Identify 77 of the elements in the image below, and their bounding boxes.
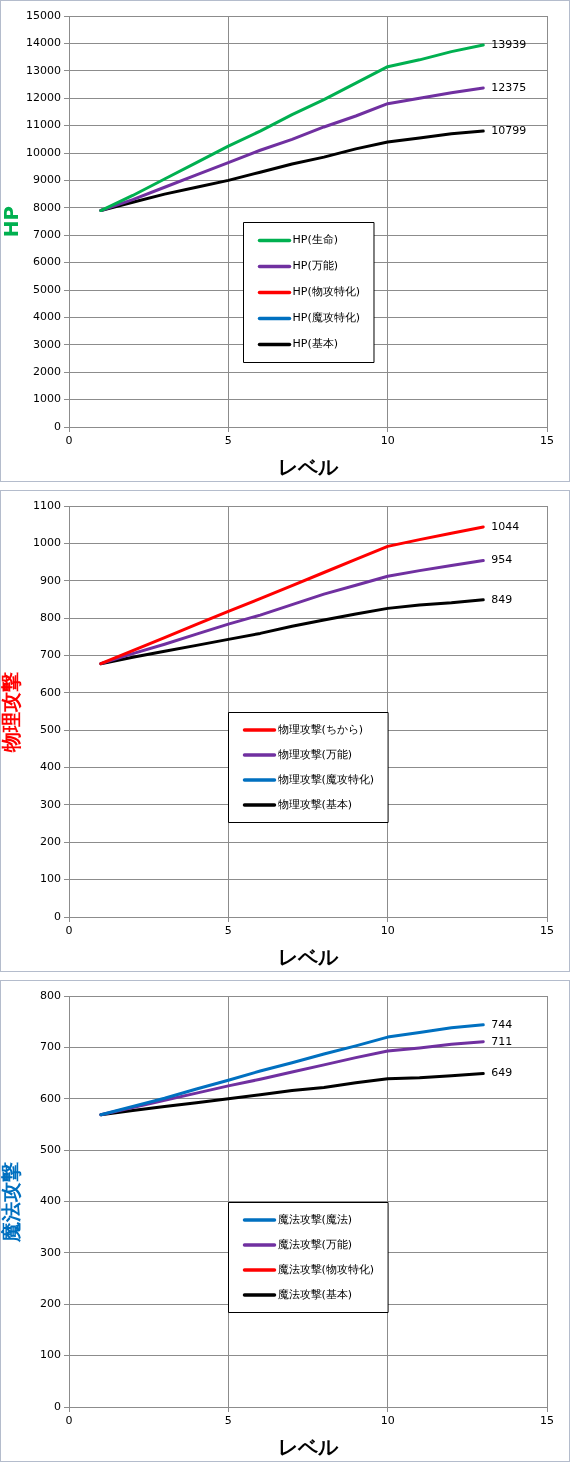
x-tick-label: 10 bbox=[380, 924, 395, 938]
data-label: 12375 bbox=[491, 80, 527, 94]
y-tick-label: 700 bbox=[40, 648, 61, 662]
y-tick-label: 2000 bbox=[33, 365, 61, 379]
y-tick-label: 0 bbox=[54, 419, 61, 433]
x-tick-label: 15 bbox=[540, 434, 554, 448]
y-tick-label: 100 bbox=[40, 1348, 61, 1362]
x-tick-label: 5 bbox=[224, 1414, 232, 1428]
data-label: 1044 bbox=[491, 519, 520, 533]
y-axis-title: HP bbox=[0, 205, 24, 238]
y-tick-label: 600 bbox=[40, 685, 61, 699]
data-label: 849 bbox=[491, 592, 513, 606]
y-tick-label: 5000 bbox=[33, 282, 61, 296]
data-label: 744 bbox=[491, 1017, 513, 1031]
y-tick-label: 1000 bbox=[33, 392, 61, 406]
y-tick-label: 12000 bbox=[26, 91, 61, 105]
y-tick-label: 400 bbox=[40, 1194, 61, 1208]
y-tick-label: 500 bbox=[40, 1142, 61, 1156]
y-tick-label: 6000 bbox=[33, 255, 61, 269]
legend-label: 魔法攻撃(万能) bbox=[277, 1237, 353, 1251]
data-label: 649 bbox=[491, 1066, 513, 1080]
x-tick-label: 5 bbox=[224, 924, 232, 938]
legend-label: HP(物攻特化) bbox=[292, 285, 360, 299]
y-tick-label: 4000 bbox=[33, 310, 61, 324]
y-tick-label: 300 bbox=[40, 797, 61, 811]
x-tick-label: 15 bbox=[540, 924, 554, 938]
y-tick-label: 3000 bbox=[33, 337, 61, 351]
legend-label: 物理攻撃(万能) bbox=[277, 747, 353, 761]
x-tick-label: 10 bbox=[380, 1414, 395, 1428]
y-tick-label: 9000 bbox=[33, 173, 61, 187]
legend-label: 魔法攻撃(基本) bbox=[277, 1287, 353, 1301]
y-tick-label: 800 bbox=[40, 988, 61, 1002]
y-tick-label: 200 bbox=[40, 1297, 61, 1311]
y-tick-label: 0 bbox=[54, 1399, 61, 1413]
y-tick-label: 1000 bbox=[33, 536, 61, 550]
x-tick-label: 10 bbox=[380, 434, 395, 448]
x-tick-label: 15 bbox=[540, 1414, 554, 1428]
y-tick-label: 200 bbox=[40, 835, 61, 849]
y-axis-title: 物理攻撃 bbox=[0, 671, 24, 753]
y-tick-label: 13000 bbox=[26, 63, 61, 77]
legend-label: 物理攻撃(基本) bbox=[277, 797, 353, 811]
legend-label: HP(生命) bbox=[292, 233, 338, 247]
legend-label: HP(基本) bbox=[292, 337, 338, 351]
y-tick-label: 1100 bbox=[33, 498, 61, 512]
y-tick-label: 11000 bbox=[26, 118, 61, 132]
x-tick-label: 0 bbox=[65, 434, 73, 448]
x-tick-label: 0 bbox=[65, 924, 73, 938]
data-label: 954 bbox=[491, 553, 513, 567]
data-label: 10799 bbox=[491, 123, 527, 137]
y-tick-label: 900 bbox=[40, 573, 61, 587]
legend-label: 物理攻撃(ちから) bbox=[277, 722, 364, 736]
legend-label: 魔法攻撃(魔法) bbox=[277, 1212, 353, 1226]
y-tick-label: 7000 bbox=[33, 228, 61, 242]
y-tick-label: 10000 bbox=[26, 145, 61, 159]
data-label: 13939 bbox=[491, 37, 527, 51]
x-axis-title: レベル bbox=[278, 455, 339, 480]
legend-label: 物理攻撃(魔攻特化) bbox=[277, 772, 375, 786]
x-tick-label: 5 bbox=[224, 434, 232, 448]
y-tick-label: 800 bbox=[40, 610, 61, 624]
y-tick-label: 15000 bbox=[26, 8, 61, 22]
legend-label: 魔法攻撃(物攻特化) bbox=[277, 1262, 375, 1276]
y-tick-label: 500 bbox=[40, 723, 61, 737]
y-tick-label: 100 bbox=[40, 872, 61, 886]
y-tick-label: 14000 bbox=[26, 36, 61, 50]
y-tick-label: 400 bbox=[40, 760, 61, 774]
y-tick-label: 0 bbox=[54, 909, 61, 923]
x-axis-title: レベル bbox=[278, 1435, 339, 1460]
legend-label: HP(万能) bbox=[292, 259, 338, 273]
y-axis-title: 魔法攻撃 bbox=[0, 1161, 24, 1243]
x-axis-title: レベル bbox=[278, 945, 339, 970]
legend-label: HP(魔攻特化) bbox=[292, 311, 360, 325]
y-tick-label: 8000 bbox=[33, 200, 61, 214]
y-tick-label: 700 bbox=[40, 1040, 61, 1054]
x-tick-label: 0 bbox=[65, 1414, 73, 1428]
y-tick-label: 300 bbox=[40, 1245, 61, 1259]
data-label: 711 bbox=[491, 1034, 513, 1048]
y-tick-label: 600 bbox=[40, 1091, 61, 1105]
